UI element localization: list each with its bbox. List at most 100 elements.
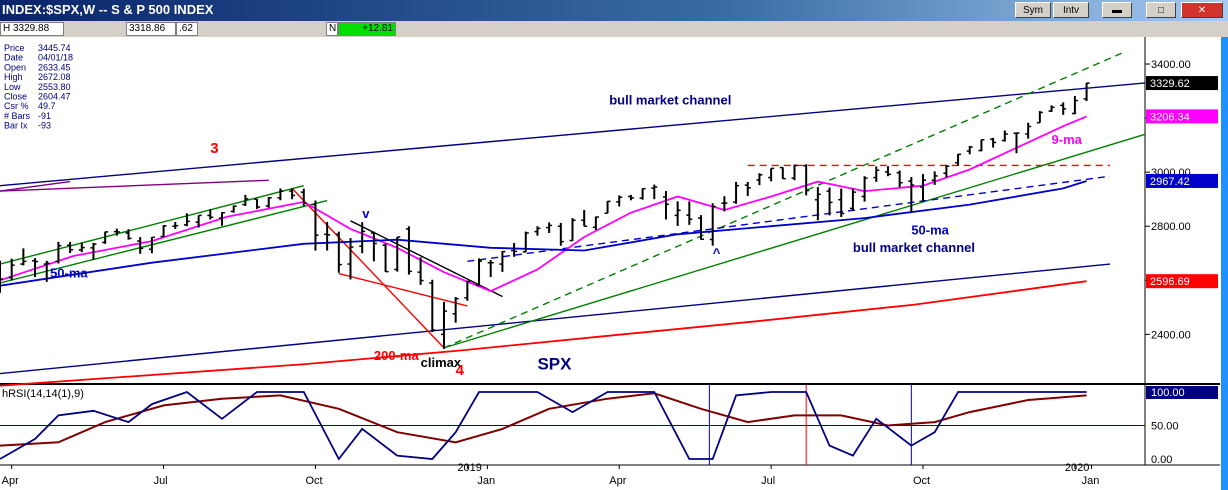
trendline	[443, 52, 1122, 349]
price-tick-label: 3400.00	[1151, 59, 1191, 71]
price-chart: bull market channel bull market channel 50…	[0, 37, 1228, 490]
data-window-value: 49.7	[38, 101, 56, 111]
high-field: H 3329.88	[0, 22, 64, 36]
time-tick-label: Oct	[913, 475, 930, 487]
price-tick-label: 2800.00	[1151, 221, 1191, 233]
trendline	[0, 184, 304, 265]
axes-layer: 3400.003000.002800.002400.003329.623206.…	[2, 59, 1218, 487]
rsi-fast-line	[0, 390, 1087, 461]
chart-annotation: SPX	[537, 354, 572, 373]
close-button[interactable]: ✕	[1181, 2, 1223, 18]
time-tick-label: Jan	[477, 475, 495, 487]
trendline	[338, 272, 468, 307]
data-window-value: 2553.80	[38, 82, 71, 92]
chart-annotation: bull market channel	[853, 240, 975, 255]
maximize-button[interactable]: □	[1146, 2, 1176, 18]
rsi-slow-line	[0, 392, 1087, 447]
data-window-label: High	[4, 72, 23, 82]
minimize-button[interactable]: ▬	[1102, 2, 1132, 18]
price-tag-label: 3329.62	[1150, 78, 1190, 90]
data-window-label: # Bars	[4, 111, 31, 121]
moving-averages-layer	[0, 115, 1087, 387]
data-window-value: 2672.08	[38, 72, 71, 82]
time-tick-label: 2020	[1065, 462, 1089, 474]
data-window-label: Low	[4, 82, 21, 92]
trendline	[467, 175, 1111, 263]
data-window-value: 2633.45	[38, 62, 71, 72]
trendlines-layer	[0, 52, 1146, 375]
time-tick-label: Jul	[154, 475, 168, 487]
window-title: INDEX:$SPX,W -- S & P 500 INDEX	[2, 2, 214, 17]
data-window-value: -91	[38, 111, 51, 121]
rsi-tick-label: 100.00	[1151, 387, 1185, 399]
maximize-icon: □	[1157, 4, 1165, 16]
annotations-layer: bull market channel bull market channel 50…	[50, 93, 1083, 379]
price-tag-label: 2967.42	[1150, 176, 1190, 188]
trendline	[0, 82, 1146, 187]
chart-annotation: 50-ma	[50, 266, 88, 281]
data-window-value: -93	[38, 121, 51, 131]
data-window-label: Bar Ix	[4, 121, 28, 131]
flag-field: N	[326, 22, 338, 36]
ma200-line	[0, 280, 1087, 387]
chart-annotation: 4	[456, 362, 465, 379]
window-frame-right	[1221, 37, 1228, 490]
window-title-bar: INDEX:$SPX,W -- S & P 500 INDEX Sym Intv…	[0, 0, 1228, 21]
trendline	[0, 179, 269, 192]
time-tick-label: Apr	[2, 475, 19, 487]
rsi-tag	[1146, 386, 1218, 399]
interval-button-label: Intv	[1062, 4, 1080, 16]
price-tag	[1146, 76, 1218, 91]
chart-annotation: bull market channel	[609, 93, 731, 108]
price-bars-layer	[0, 82, 1090, 349]
chart-annotation: 50-ma	[911, 222, 949, 237]
data-window-value: 04/01/18	[38, 53, 73, 63]
trendline	[350, 220, 503, 298]
price-tag-label: 2596.69	[1150, 276, 1190, 288]
price-tick-label: 2400.00	[1151, 329, 1191, 341]
close-icon: ✕	[1197, 4, 1207, 16]
data-window-label: Date	[4, 53, 23, 63]
interval-button[interactable]: Intv	[1053, 2, 1089, 18]
data-window: Price 3445.74 Date 04/01/18 Open 2633.45 High 2…	[4, 43, 73, 131]
data-window-label: Csr %	[4, 101, 29, 111]
low-field: 3318.86	[126, 22, 176, 36]
time-tick-label: Oct	[305, 475, 322, 487]
data-window-label: Price	[4, 43, 25, 53]
symbol-button[interactable]: Sym	[1015, 2, 1051, 18]
chart-annotation: 3	[210, 140, 218, 157]
rsi-tick-label: 0.00	[1151, 454, 1172, 466]
price-tag	[1146, 173, 1218, 188]
rsi-label: hRSI(14,14(1),9)	[2, 388, 84, 400]
data-window-label: Close	[4, 92, 27, 102]
trendline	[0, 199, 328, 284]
minimize-icon: ▬	[1112, 4, 1122, 16]
data-window-value: 3445.74	[38, 43, 71, 53]
ma50-line	[0, 180, 1087, 287]
chart-annotation: 200-ma	[374, 348, 420, 363]
symbol-button-label: Sym	[1023, 4, 1043, 16]
change-field: +12.81	[338, 22, 396, 36]
price-panel	[0, 37, 1145, 383]
chart-annotation: v	[362, 206, 370, 221]
trendline	[291, 187, 445, 349]
price-tag-label: 3206.34	[1150, 111, 1190, 123]
data-window-value: 2604.47	[38, 92, 71, 102]
last-field: .62	[176, 22, 198, 36]
chart-annotation: climax	[421, 355, 462, 370]
quote-info-bar: H 3329.88 3318.86 .62 N +12.81	[0, 21, 1228, 37]
trendline	[0, 263, 1111, 375]
rsi-layer: hRSI(14,14(1),9) 100.00 50.00 0.00	[0, 385, 1218, 466]
trendline	[0, 180, 71, 192]
ma9-line	[0, 115, 1087, 293]
time-tick-label: Apr	[609, 475, 626, 487]
price-tag	[1146, 109, 1218, 124]
chart-annotation: ^	[713, 245, 721, 260]
data-window-label: Open	[4, 62, 26, 72]
rsi-tick-label: 50.00	[1151, 421, 1179, 433]
time-tick-label: Jul	[761, 475, 775, 487]
time-tick-label: Jan	[1082, 475, 1100, 487]
time-tick-label: 2019	[457, 462, 481, 474]
price-tag	[1146, 274, 1218, 289]
trendline	[443, 133, 1146, 349]
